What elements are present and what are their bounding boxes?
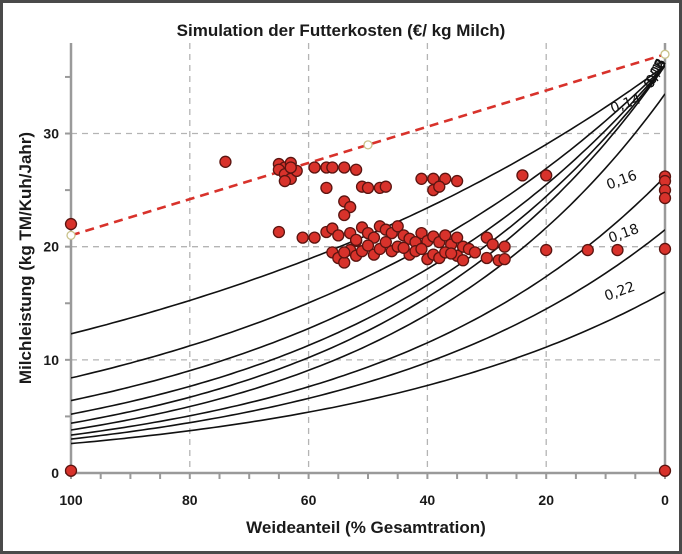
isocost-label: 0,14 [608, 91, 643, 117]
y-tick-label: 10 [43, 352, 59, 368]
data-point [439, 229, 452, 242]
data-point [486, 238, 499, 251]
data-point [308, 231, 321, 244]
data-point [468, 246, 482, 259]
reference-point [66, 230, 76, 241]
data-point [278, 174, 291, 188]
data-point [338, 246, 351, 259]
data-point [498, 252, 511, 266]
isocost-curve-0-06 [71, 65, 665, 379]
data-point [349, 233, 363, 247]
data-point [361, 239, 375, 252]
y-tick-label: 20 [43, 239, 59, 255]
data-point [540, 243, 553, 257]
x-tick-label: 100 [59, 492, 83, 508]
trend-line-group [66, 49, 670, 241]
x-tick-label: 80 [182, 492, 198, 508]
x-tick-label: 40 [420, 492, 436, 508]
data-point [338, 208, 351, 222]
data-points [64, 155, 672, 477]
data-point [415, 172, 428, 185]
x-axis-label: Weideanteil (% Gesamtration) [246, 518, 486, 537]
data-point [296, 231, 309, 244]
isocost-label: 0,18 [606, 221, 641, 247]
data-point [516, 169, 529, 182]
x-tick-label: 60 [301, 492, 317, 508]
data-point [433, 180, 446, 193]
data-point [379, 236, 392, 249]
data-point [338, 256, 351, 269]
data-point [540, 169, 553, 182]
isocost-curve-0-1 [71, 65, 665, 415]
x-tick-label: 20 [538, 492, 554, 508]
data-point [219, 155, 232, 168]
isocost-curve-0-18 [71, 229, 665, 440]
y-tick-label: 0 [51, 465, 59, 481]
isocost-label: 0,16 [604, 168, 639, 194]
data-point [450, 174, 464, 188]
data-point [326, 161, 339, 174]
data-point [361, 181, 375, 194]
futterkosten-chart: Simulation der Futterkosten (€/ kg Milch… [16, 21, 672, 537]
x-tick-label: 0 [661, 492, 669, 508]
isocost-label: 0,22 [602, 279, 637, 305]
data-point [64, 217, 78, 231]
data-point [391, 220, 404, 233]
data-point [658, 464, 672, 477]
data-point [332, 229, 345, 242]
reference-point [363, 140, 373, 150]
grid [71, 43, 665, 473]
isocost-curve-0-08 [71, 65, 665, 402]
data-point [397, 241, 410, 254]
data-point [320, 181, 333, 194]
data-point [456, 254, 470, 267]
trend-line [70, 53, 666, 237]
data-point [658, 242, 672, 256]
isocost-curve-0-12 [71, 65, 665, 424]
data-point [658, 191, 672, 205]
isocost-curve-0-22 [71, 291, 665, 445]
data-point [308, 161, 321, 174]
isocost-curve-0-16 [71, 175, 665, 436]
axes [65, 43, 667, 479]
data-point [445, 247, 458, 260]
isocost-curves [71, 64, 665, 445]
data-point [415, 242, 428, 256]
data-point [498, 240, 511, 253]
data-point [349, 163, 363, 176]
data-point [611, 243, 624, 257]
data-point [338, 161, 351, 174]
data-point [379, 180, 392, 193]
data-point [450, 231, 464, 244]
isocost-curve-0-14 [71, 93, 665, 431]
reference-point [660, 49, 670, 59]
data-point [272, 225, 286, 239]
chart-title: Simulation der Futterkosten (€/ kg Milch… [177, 21, 506, 40]
y-tick-label: 30 [43, 126, 59, 142]
data-point [284, 161, 297, 174]
y-axis-label: Milchleistung (kg TM/Kuh/Jahr) [16, 132, 35, 384]
data-point [64, 464, 78, 477]
data-point [581, 243, 594, 257]
data-point [480, 251, 493, 265]
